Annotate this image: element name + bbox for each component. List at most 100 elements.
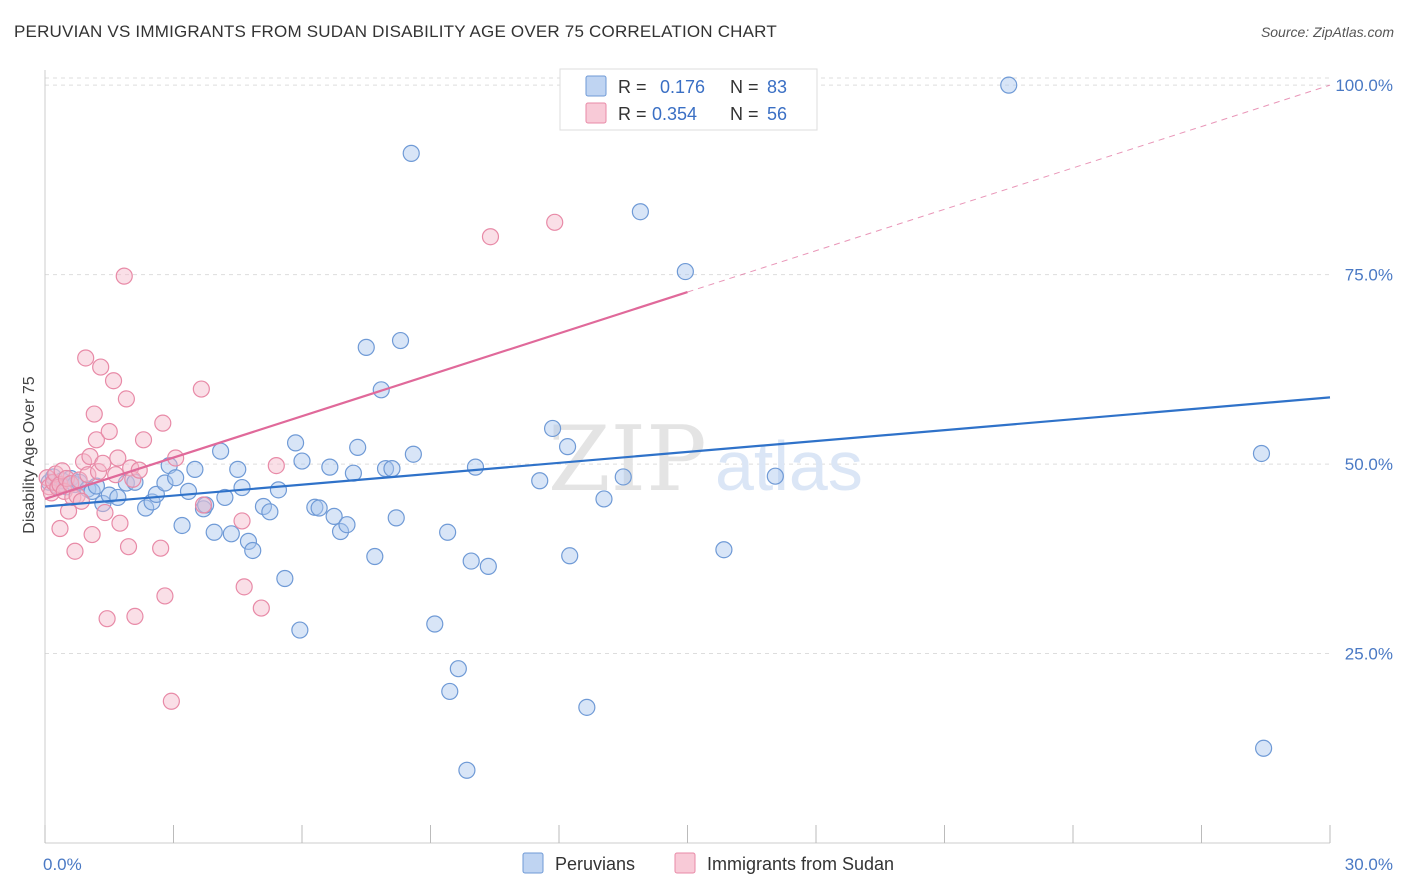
peruvians-point-13 (109, 488, 127, 507)
peruvians-point-65 (466, 458, 485, 476)
sudan-point-16 (72, 492, 91, 510)
peruvians-point-23 (179, 482, 198, 500)
bottom-legend-swatch-sudan (674, 852, 696, 874)
sudan-point-19 (79, 466, 97, 484)
peruvians-point-31 (229, 460, 247, 478)
peruvians-point-32 (233, 478, 251, 497)
peruvians-point-67 (531, 472, 549, 490)
trendline-peruvians (44, 396, 1331, 508)
sudan-point-22 (85, 405, 103, 423)
peruvians-point-70 (558, 438, 577, 456)
peruvians-point-80 (1252, 444, 1271, 463)
chart-title: PERUVIAN VS IMMIGRANTS FROM SUDAN DISABI… (14, 22, 777, 41)
sudan-point-28 (98, 610, 116, 628)
peruvians-point-38 (276, 569, 294, 588)
sudan-point-39 (126, 607, 144, 626)
sudan-point-49 (233, 512, 251, 530)
peruvians-point-56 (391, 331, 410, 350)
sudan-point-26 (94, 454, 112, 472)
peruvians-point-37 (269, 481, 288, 499)
sudan-point-53 (481, 228, 500, 246)
peruvians-point-54 (383, 460, 401, 478)
peruvians-point-79 (1000, 76, 1018, 94)
peruvians-point-76 (715, 541, 733, 559)
peruvians-point-44 (321, 458, 339, 476)
peruvians-point-57 (402, 144, 420, 162)
bottom-legend-swatch-peruvians (522, 852, 544, 874)
chart-source: Source: ZipAtlas.com (1260, 24, 1394, 40)
peruvians-point-21 (167, 469, 185, 487)
tick-labels: 25.0% 50.0% 75.0% 100.0% 0.0% 30.0% (43, 76, 1393, 874)
peruvians-point-39 (291, 621, 309, 639)
sudan-point-32 (109, 449, 127, 467)
peruvians-point-64 (462, 552, 480, 570)
grid-lines (45, 77, 1330, 655)
peruvians-point-33 (239, 532, 258, 550)
legend-n-value-2: 56 (767, 104, 787, 124)
sudan-point-27 (96, 503, 114, 522)
y-tick-label-3: 100.0% (1335, 76, 1393, 95)
sudan-point-29 (100, 422, 118, 441)
peruvians-point-68 (543, 419, 562, 438)
legend-n-label-1: N = (730, 77, 759, 97)
trendline-sudan-solid (44, 291, 688, 500)
legend-box: R = 0.176 N = 83 R = 0.354 N = 56 (559, 68, 818, 131)
series-peruvians-points (40, 76, 1273, 779)
legend-r-label-2: R = (618, 104, 647, 124)
peruvians-point-27 (205, 523, 223, 541)
peruvians-point-46 (331, 522, 350, 541)
legend-swatch-sudan (585, 102, 607, 124)
sudan-point-24 (89, 463, 108, 481)
peruvians-point-69 (561, 547, 579, 565)
sudan-point-21 (83, 525, 101, 544)
sudan-point-44 (156, 587, 174, 605)
peruvians-point-78 (766, 467, 784, 485)
peruvians-point-47 (338, 516, 356, 534)
sudan-point-30 (104, 372, 123, 390)
sudan-point-34 (115, 267, 133, 285)
sudan-point-23 (87, 431, 106, 449)
peruvians-point-60 (441, 682, 459, 701)
sudan-point-45 (162, 692, 180, 710)
sudan-point-13 (66, 542, 84, 560)
peruvians-point-45 (325, 507, 343, 525)
bottom-legend-label-peruvians: Peruvians (555, 854, 635, 874)
bottom-legend-label-sudan: Immigrants from Sudan (707, 854, 894, 874)
peruvians-point-75 (676, 262, 694, 281)
bottom-legend: Peruvians Immigrants from Sudan (522, 852, 894, 874)
sudan-point-36 (119, 538, 138, 556)
peruvians-point-19 (156, 474, 174, 492)
legend-r-label-1: R = (618, 77, 647, 97)
peruvians-point-51 (366, 547, 384, 566)
peruvians-point-36 (261, 503, 279, 521)
peruvians-point-61 (439, 523, 457, 541)
trend-lines (44, 84, 1331, 508)
sudan-point-51 (252, 599, 270, 617)
y-axis-label: Disability Age Over 75 (21, 376, 38, 534)
peruvians-point-72 (595, 490, 613, 508)
sudan-point-54 (546, 213, 564, 231)
series-sudan-points (38, 213, 564, 710)
legend-r-value-2: 0.354 (652, 104, 697, 124)
peruvians-point-40 (286, 434, 305, 452)
sudan-point-55 (51, 519, 69, 538)
peruvians-point-50 (357, 338, 375, 356)
peruvians-point-71 (578, 698, 596, 716)
peruvians-point-34 (244, 541, 262, 560)
peruvians-point-66 (479, 557, 497, 575)
sudan-point-18 (77, 349, 95, 367)
peruvians-point-24 (186, 460, 204, 478)
peruvians-point-62 (449, 660, 467, 678)
peruvians-point-74 (631, 203, 649, 221)
sudan-point-42 (152, 539, 170, 557)
y-tick-label-2: 75.0% (1345, 266, 1393, 285)
sudan-point-47 (192, 380, 210, 398)
sudan-point-48 (194, 496, 213, 514)
sudan-point-33 (111, 514, 129, 532)
sudan-point-35 (117, 390, 135, 408)
peruvians-point-58 (404, 445, 422, 463)
peruvians-point-55 (387, 509, 405, 527)
y-tick-label-1: 50.0% (1345, 455, 1393, 474)
peruvians-point-29 (216, 488, 234, 507)
